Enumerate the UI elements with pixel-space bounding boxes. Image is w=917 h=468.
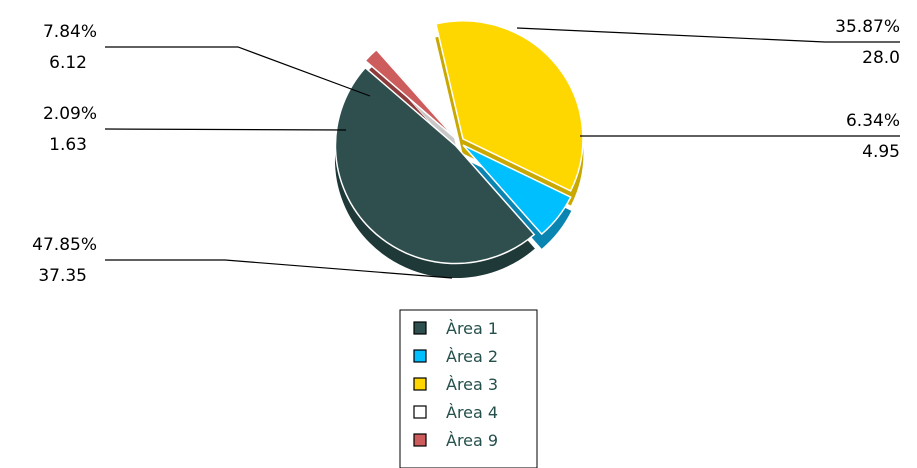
slice-labels: 47.85% 37.35 6.34% 4.95 35.87% 28.0 7.84% 6.12 2… <box>32 17 900 286</box>
slice-area-1[interactable] <box>334 66 536 265</box>
percent-label-area-3: 35.87% <box>835 17 900 37</box>
slice-area-4[interactable] <box>376 21 458 139</box>
legend-label-area-1[interactable]: Àrea 1 <box>446 319 498 338</box>
legend-label-area-3[interactable]: Àrea 3 <box>446 375 498 394</box>
legend-label-area-9[interactable]: Àrea 9 <box>446 431 498 450</box>
leader-line-area-3 <box>516 27 900 43</box>
percent-label-area-9: 2.09% <box>43 104 97 124</box>
value-label-area-2: 4.95 <box>862 142 900 162</box>
slice-area-9[interactable] <box>364 48 457 140</box>
legend-label-area-4[interactable]: Àrea 4 <box>446 403 498 422</box>
value-label-area-4: 6.12 <box>49 53 87 73</box>
legend-swatch-area-2 <box>413 349 427 363</box>
pie-slices <box>334 20 584 265</box>
leader-line-area-4 <box>105 46 371 97</box>
value-label-area-9: 1.63 <box>49 135 87 155</box>
legend-swatch-area-4 <box>413 405 427 419</box>
percent-label-area-1: 47.85% <box>32 235 97 255</box>
legend-swatch-area-1 <box>413 321 427 335</box>
legend-swatch-area-9 <box>413 433 427 447</box>
percent-label-area-4: 7.84% <box>43 22 97 42</box>
legend-swatch-area-3 <box>413 377 427 391</box>
legend: Àrea 1 Àrea 2 Àrea 3 Àrea 4 Àrea 9 <box>399 309 538 468</box>
value-label-area-3: 28.0 <box>862 48 900 68</box>
slice-area-2[interactable] <box>462 144 572 236</box>
leader-line-area-9 <box>104 128 347 131</box>
slice-area-3[interactable] <box>435 20 584 192</box>
value-label-area-1: 37.35 <box>38 266 87 286</box>
percent-label-area-2: 6.34% <box>846 111 900 131</box>
leader-lines <box>104 27 900 279</box>
leader-line-area-1 <box>105 259 453 279</box>
legend-label-area-2[interactable]: Àrea 2 <box>446 347 498 366</box>
